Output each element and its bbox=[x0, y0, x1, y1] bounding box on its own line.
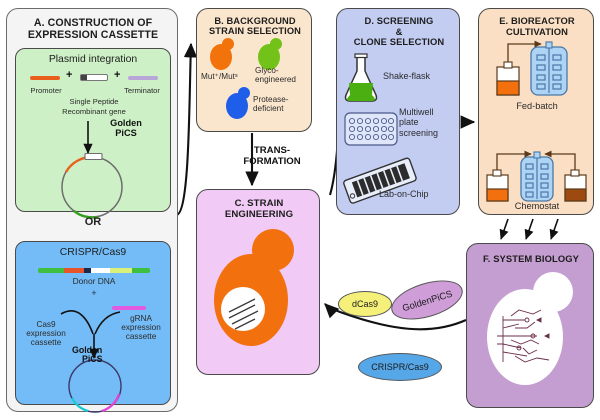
promoter-bar bbox=[30, 76, 60, 80]
golden-pics-label-a: Golden PiCS bbox=[94, 118, 158, 138]
donor-dna-bar bbox=[38, 268, 150, 273]
plasmid-integration-title: Plasmid integration bbox=[48, 54, 138, 65]
arrow-f-to-c-feedback bbox=[324, 303, 467, 331]
fed-batch-icon bbox=[496, 40, 568, 96]
multiwell-plate-label: Multiwell plate screening bbox=[399, 107, 438, 138]
donor-dna-label: Donor DNA bbox=[72, 276, 116, 286]
multiwell-label-line1: Multiwell bbox=[399, 107, 434, 117]
panel-e-title-line1: E. BIOREACTOR bbox=[499, 15, 575, 26]
panel-d-title-line2: & bbox=[395, 25, 403, 37]
panel-a-title-line2: EXPRESSION CASSETTE bbox=[27, 28, 159, 41]
multiwell-plate-icon bbox=[344, 112, 398, 146]
dcas9-badge[interactable]: dCas9 bbox=[338, 291, 392, 317]
lab-on-chip-label: Lab-on-Chip bbox=[379, 189, 429, 199]
grna-label-line2: expression bbox=[121, 323, 161, 333]
grna-bar bbox=[112, 306, 146, 310]
multiwell-label-line3: screening bbox=[399, 127, 439, 138]
glyco-strain-label: Glyco- engineered bbox=[255, 66, 311, 84]
panel-c-title-line2: ENGINEERING bbox=[224, 208, 294, 220]
crispr-box-title: CRISPR/Cas9 bbox=[59, 247, 127, 258]
plasmid-assembly-arrow bbox=[61, 121, 123, 219]
transformation-label: TRANS- FORMATION bbox=[224, 145, 320, 167]
protease-label-line1: Protease- bbox=[253, 95, 289, 104]
transformation-line1: TRANS- bbox=[253, 145, 291, 156]
panel-c-strain-engineering: C. STRAIN ENGINEERING bbox=[196, 189, 320, 375]
bioreactor-icons bbox=[486, 40, 587, 202]
panel-f-title: F. SYSTEM BIOLOGY bbox=[483, 253, 579, 264]
panel-d-screening: D. SCREENING & CLONE SELECTION bbox=[336, 8, 460, 215]
panel-e-title: E. BIOREACTOR CULTIVATION bbox=[483, 15, 591, 37]
pics-word-a: PiCS bbox=[115, 127, 137, 138]
gene-label-line2: Recombinant gene bbox=[62, 107, 126, 116]
transformation-line2: FORMATION bbox=[243, 155, 301, 167]
crispr-cas9-badge[interactable]: CRISPR/Cas9 bbox=[358, 353, 442, 381]
glyco-label-line1: Glyco- bbox=[255, 66, 279, 75]
grna-label-line3: cassette bbox=[125, 332, 157, 342]
or-separator-label: OR bbox=[84, 216, 102, 228]
panel-c-title-line1: C. STRAIN bbox=[234, 198, 284, 209]
shake-flask-label: Shake-flask bbox=[383, 71, 431, 81]
terminator-bar bbox=[128, 76, 158, 80]
panel-b-strain-selection: B. BACKGROUND STRAIN SELECTION Mut⁺/Mutˢ… bbox=[196, 8, 312, 132]
cas9-label-line3: cassette bbox=[30, 338, 62, 348]
panel-b-title-line2: STRAIN SELECTION bbox=[209, 26, 301, 37]
screening-icons bbox=[343, 53, 417, 204]
grna-cassette-label: gRNA expression cassette bbox=[112, 314, 170, 342]
golden-word-crispr: Golden bbox=[72, 345, 103, 355]
engineered-yeast-cell-icon bbox=[214, 229, 294, 346]
cas9-label-line2: expression bbox=[26, 329, 66, 339]
panel-d-title-line1: D. SCREENING bbox=[364, 15, 434, 26]
protease-strain-label: Protease- deficient bbox=[253, 95, 311, 113]
panel-a-construction: A. CONSTRUCTION OF EXPRESSION CASSETTE P… bbox=[6, 8, 178, 413]
panel-a-title-line1: A. CONSTRUCTION OF bbox=[33, 17, 153, 29]
plasmid-integration-box: Plasmid integration + + Promoter Termina… bbox=[15, 48, 171, 219]
arrow-e-to-f-3 bbox=[549, 218, 559, 240]
arrow-e-to-f-2 bbox=[524, 218, 534, 240]
fed-batch-label: Fed-batch bbox=[516, 101, 558, 111]
plus-sign-1: + bbox=[66, 69, 73, 81]
chemostat-icon bbox=[486, 150, 587, 202]
glyco-strain-icon bbox=[258, 38, 282, 70]
golden-word-a: Golden bbox=[110, 118, 142, 128]
multiwell-label-line2: plate bbox=[399, 117, 419, 128]
arrow-a-to-b bbox=[175, 42, 198, 217]
panel-e-title-line2: CULTIVATION bbox=[505, 25, 569, 37]
panel-f-system-biology: F. SYSTEM BIOLOGY bbox=[466, 243, 594, 408]
crispr-assembly-arrows bbox=[60, 310, 122, 413]
cas9-label-line1: Cas9 bbox=[36, 320, 56, 329]
panel-e-bioreactor: E. BIOREACTOR CULTIVATION bbox=[478, 8, 594, 215]
chemostat-label: Chemostat bbox=[514, 201, 560, 211]
glyco-label-line2: engineered bbox=[255, 75, 296, 85]
panel-c-title: C. STRAIN ENGINEERING bbox=[203, 198, 315, 220]
protease-label-line2: deficient bbox=[253, 104, 284, 114]
crispr-cas9-box: CRISPR/Cas9 Donor DNA + Cas9 express bbox=[15, 241, 171, 413]
mut-strain-icon bbox=[210, 38, 234, 70]
metabolic-network-glyph bbox=[497, 309, 550, 363]
crispr-plus-sign: + bbox=[91, 288, 97, 298]
panel-b-title: B. BACKGROUND STRAIN SELECTION bbox=[200, 16, 310, 37]
terminator-label: Terminator bbox=[124, 86, 160, 95]
panel-d-title: D. SCREENING & CLONE SELECTION bbox=[341, 15, 457, 48]
cas9-cassette-label: Cas9 expression cassette bbox=[18, 320, 74, 348]
golden-pics-label-crispr: Golden PiCS bbox=[72, 345, 134, 365]
plus-sign-2: + bbox=[114, 69, 121, 81]
grna-label-line1: gRNA bbox=[130, 314, 152, 323]
panel-d-title-line3: CLONE SELECTION bbox=[353, 36, 445, 48]
mut-strain-label: Mut⁺/Mutˢ bbox=[201, 72, 238, 81]
strain-cell-icons bbox=[210, 38, 282, 119]
gene-box bbox=[80, 74, 108, 81]
panel-b-title-line1: B. BACKGROUND bbox=[214, 16, 296, 26]
microfluidic-chip-icon bbox=[343, 157, 417, 204]
protease-strain-icon bbox=[226, 87, 250, 119]
panel-a-title: A. CONSTRUCTION OF EXPRESSION CASSETTE bbox=[13, 17, 173, 42]
arrow-e-to-f-1 bbox=[499, 218, 509, 240]
pics-word-crispr: PiCS bbox=[82, 354, 103, 365]
system-biology-cell-icon bbox=[487, 272, 573, 385]
promoter-label: Promoter bbox=[30, 86, 62, 95]
gene-label-line1: Single Peptide bbox=[69, 97, 119, 106]
erlenmeyer-flask-icon bbox=[344, 53, 378, 102]
